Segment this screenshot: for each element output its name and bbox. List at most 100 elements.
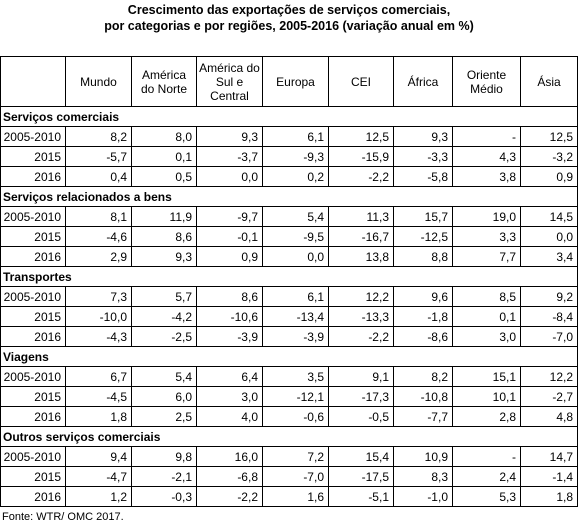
value-cell: 4,8 [520,406,578,427]
value-cell: 2,5 [131,406,197,427]
value-cell: 1,6 [262,486,329,507]
value-cell: 14,7 [520,446,578,467]
column-header: Oriente Médio [452,56,521,107]
value-cell: -13,3 [328,306,394,327]
data-row: 2015 -4,6 8,6 -0,1 -9,5 -16,7 -12,5 3,3 0,0 [0,226,578,247]
data-row: 2016 0,4 0,5 0,0 0,2 -2,2 -5,8 3,8 0,9 [0,166,578,187]
value-cell: 3,0 [196,386,263,407]
header-row: Mundo América do Norte América do Sul e Ce… [0,56,578,107]
row-label: 2016 [0,166,66,187]
value-cell: 11,9 [131,206,197,227]
value-cell: -9,5 [262,226,329,247]
value-cell: -5,1 [328,486,394,507]
value-cell: 2,4 [452,466,521,487]
section-title: Serviços relacionados a bens [0,186,578,207]
title-line: por categorias e por regiões, 2005-2016 … [104,19,474,33]
value-cell: 6,1 [262,286,329,307]
data-row: 2015 -4,7 -2,1 -6,8 -7,0 -17,5 8,3 2,4 -1,4 [0,466,578,487]
value-cell: -2,1 [131,466,197,487]
value-cell: 1,8 [520,486,578,507]
value-cell: 5,4 [131,366,197,387]
value-cell: -2,7 [520,386,578,407]
value-cell: -15,9 [328,146,394,167]
value-cell: -4,2 [131,306,197,327]
header-cell [0,56,66,107]
column-header: Ásia [520,56,578,107]
row-label: 2016 [0,326,66,347]
value-cell: 15,7 [393,206,453,227]
value-cell: -13,4 [262,306,329,327]
value-cell: -0,1 [196,226,263,247]
value-cell: -0,6 [262,406,329,427]
value-cell: -8,4 [520,306,578,327]
row-label: 2005-2010 [0,286,66,307]
data-row: 2015 -4,5 6,0 3,0 -12,1 -17,3 -10,8 10,1 -2,7 [0,386,578,407]
row-label: 2015 [0,466,66,487]
value-cell: -10,6 [196,306,263,327]
value-cell: 0,0 [196,166,263,187]
value-cell: 7,7 [452,246,521,267]
value-cell: 7,3 [65,286,132,307]
value-cell: 5,3 [452,486,521,507]
value-cell: 0,0 [520,226,578,247]
value-cell: -5,8 [393,166,453,187]
value-cell: 2,8 [452,406,521,427]
value-cell: -10,8 [393,386,453,407]
column-header: América do Norte [131,56,197,107]
data-row: 2005-2010 7,3 5,7 8,6 6,1 12,2 9,6 8,5 9,2 [0,286,578,307]
value-cell: 9,6 [393,286,453,307]
section-title: Viagens [0,346,578,367]
section-row: Transportes [0,266,578,287]
row-label: 2016 [0,246,66,267]
data-row: 2016 -4,3 -2,5 -3,9 -3,9 -2,2 -8,6 3,0 -7,0 [0,326,578,347]
value-cell: 9,3 [393,126,453,147]
data-row: 2016 1,8 2,5 4,0 -0,6 -0,5 -7,7 2,8 4,8 [0,406,578,427]
value-cell: 4,3 [452,146,521,167]
value-cell: 19,0 [452,206,521,227]
value-cell: 8,2 [65,126,132,147]
value-cell: 0,9 [196,246,263,267]
value-cell: -8,6 [393,326,453,347]
value-cell: -2,5 [131,326,197,347]
column-header: Europa [262,56,329,107]
value-cell: 12,5 [520,126,578,147]
value-cell: -17,5 [328,466,394,487]
value-cell: 3,8 [452,166,521,187]
value-cell: 5,7 [131,286,197,307]
value-cell: -16,7 [328,226,394,247]
value-cell: 3,3 [452,226,521,247]
value-cell: 0,2 [262,166,329,187]
value-cell: 0,1 [131,146,197,167]
data-row: 2015 -10,0 -4,2 -10,6 -13,4 -13,3 -1,8 0,1 -8,4 [0,306,578,327]
value-cell: 0,0 [262,246,329,267]
value-cell: -10,0 [65,306,132,327]
value-cell: -17,3 [328,386,394,407]
value-cell: -9,7 [196,206,263,227]
title: Crescimento das exportações de serviços … [0,0,578,56]
value-cell: -5,7 [65,146,132,167]
value-cell: -1,4 [520,466,578,487]
column-header: África [393,56,453,107]
value-cell: 1,8 [65,406,132,427]
value-cell: 7,2 [262,446,329,467]
value-cell: 8,1 [65,206,132,227]
value-cell: 8,6 [196,286,263,307]
data-row: 2016 1,2 -0,3 -2,2 1,6 -5,1 -1,0 5,3 1,8 [0,486,578,507]
source-note: Fonte: WTR/ OMC 2017. [2,511,124,523]
section-row: Outros serviços comerciais [0,426,578,447]
value-cell: 11,3 [328,206,394,227]
value-cell: 0,4 [65,166,132,187]
value-cell: -7,7 [393,406,453,427]
value-cell: -12,1 [262,386,329,407]
row-label: 2015 [0,146,66,167]
value-cell: -3,3 [393,146,453,167]
value-cell: -3,9 [262,326,329,347]
value-cell: -4,5 [65,386,132,407]
section-row: Viagens [0,346,578,367]
value-cell: 3,0 [452,326,521,347]
value-cell: -0,5 [328,406,394,427]
value-cell: 13,8 [328,246,394,267]
value-cell: 9,1 [328,366,394,387]
row-label: 2005-2010 [0,366,66,387]
